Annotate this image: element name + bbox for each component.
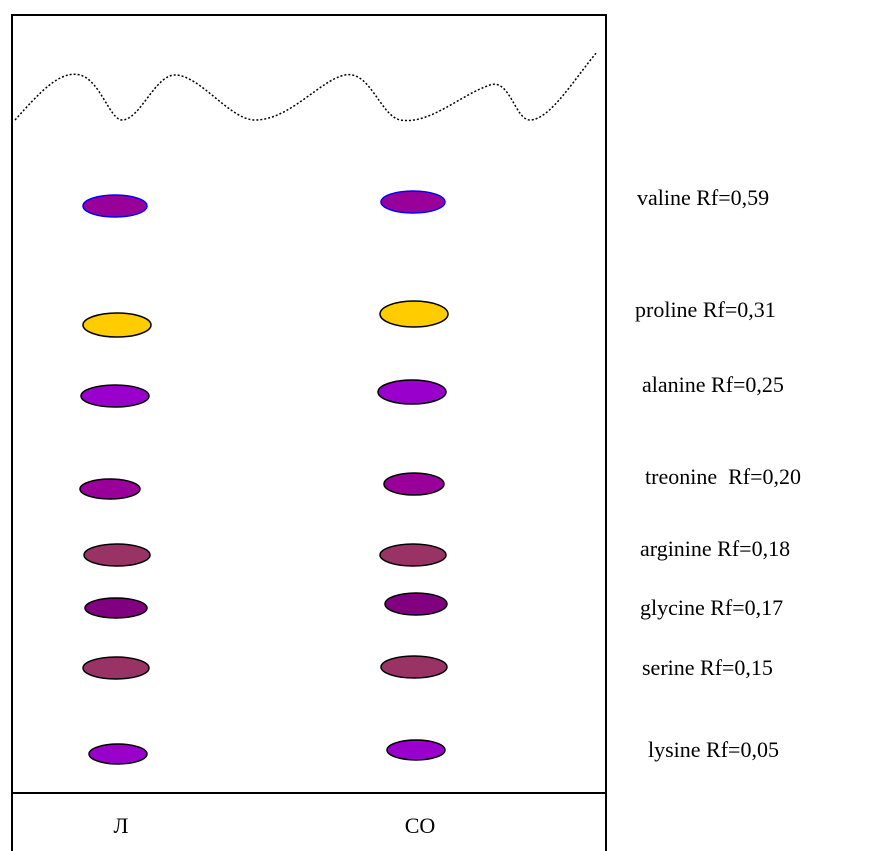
- spot-label: lysine Rf=0,05: [648, 737, 779, 762]
- spot: [82, 312, 152, 338]
- solvent-front: [14, 51, 598, 122]
- spot: [380, 190, 446, 214]
- spot: [79, 478, 141, 500]
- spot: [83, 543, 151, 567]
- spot: [380, 655, 448, 679]
- spot-label: alanine Rf=0,25: [642, 372, 784, 397]
- spot: [82, 194, 148, 218]
- spot: [84, 597, 148, 619]
- spot: [80, 384, 150, 408]
- lane-label: Л: [114, 813, 129, 838]
- spot: [386, 739, 446, 761]
- spot: [88, 743, 148, 765]
- spot: [377, 379, 447, 405]
- spot: [82, 656, 150, 680]
- spot-label: proline Rf=0,31: [635, 297, 776, 322]
- spot: [379, 300, 449, 328]
- spot-label: arginine Rf=0,18: [640, 536, 790, 561]
- spot: [384, 592, 448, 616]
- spot: [379, 543, 447, 567]
- lane-label: СО: [405, 813, 436, 838]
- spot-label: glycine Rf=0,17: [640, 595, 783, 620]
- spot: [383, 472, 445, 496]
- plate: [11, 14, 607, 851]
- spot-label: serine Rf=0,15: [642, 655, 773, 680]
- spot-label: treonine Rf=0,20: [645, 464, 801, 489]
- spot-label: valine Rf=0,59: [637, 185, 769, 210]
